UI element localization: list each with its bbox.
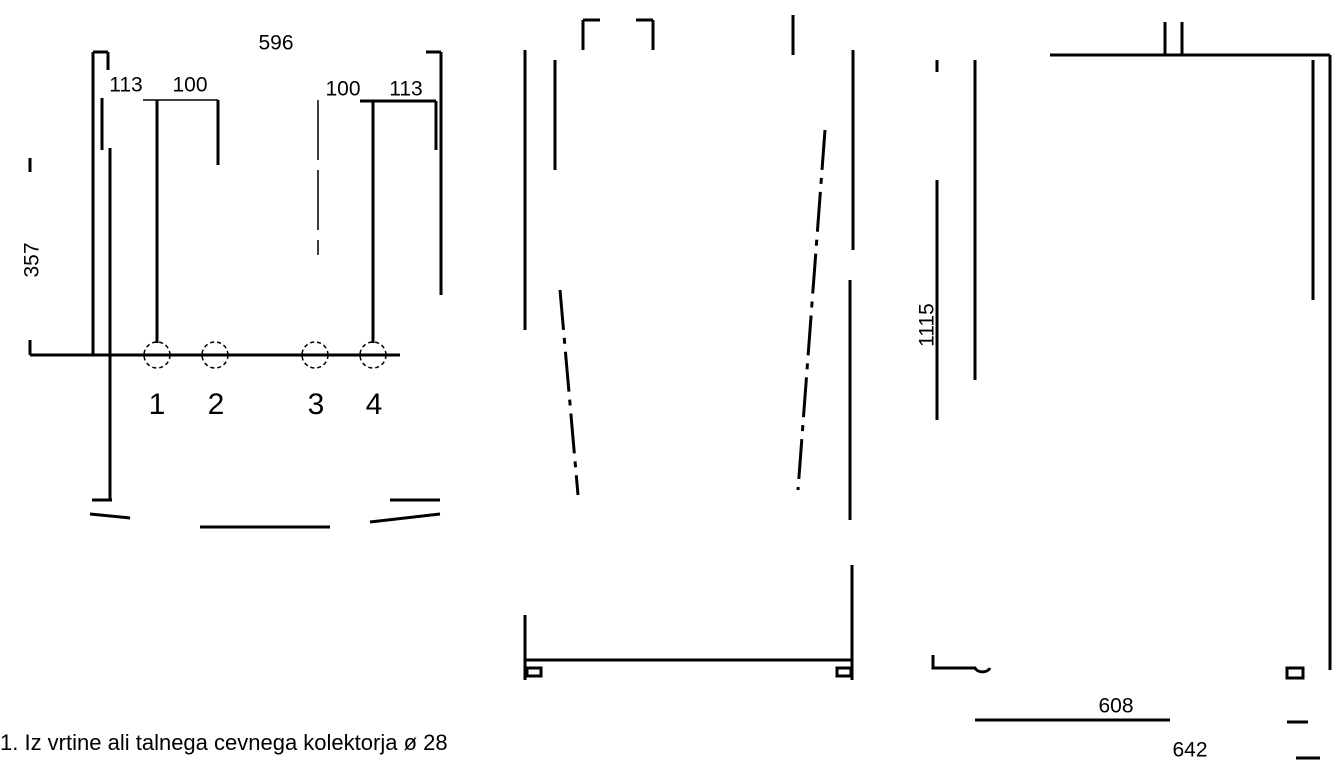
- dimension-label: 357: [21, 242, 44, 277]
- connection-number: 1: [149, 388, 166, 421]
- dimension-label: 113: [109, 74, 142, 97]
- side-view: [931, 22, 1332, 760]
- connection-number: 4: [366, 388, 383, 421]
- dimension-label: 113: [389, 78, 422, 101]
- note: 1. Iz vrtine ali talnega cevnega kolekto…: [0, 730, 448, 755]
- rear-view: [28, 50, 443, 529]
- dimension-label: 608: [1098, 695, 1133, 718]
- connection-number: 2: [208, 388, 225, 421]
- dimension-label: 1115: [916, 303, 939, 347]
- dimension-label: 642: [1172, 739, 1207, 762]
- dimension-label: 100: [172, 74, 207, 97]
- dimension-label: 100: [325, 78, 360, 101]
- connection-number: 3: [308, 388, 325, 421]
- front-view: [523, 15, 855, 680]
- dimension-label: 596: [258, 32, 293, 55]
